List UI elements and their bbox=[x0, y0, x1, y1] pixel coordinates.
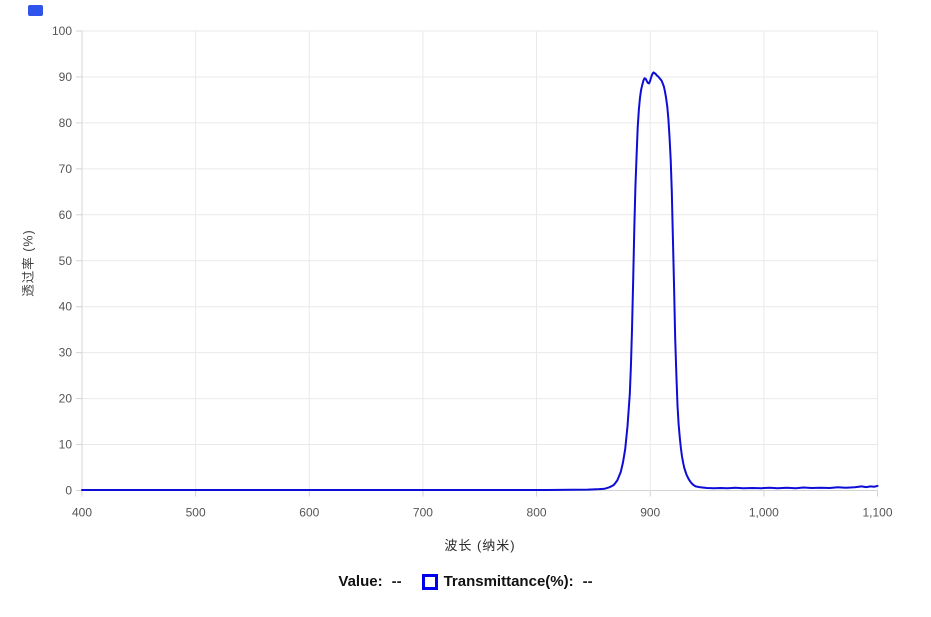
legend-value: -- bbox=[391, 573, 402, 590]
x-tick-label: 600 bbox=[299, 506, 319, 520]
x-tick-label: 1,000 bbox=[749, 506, 779, 520]
y-tick-label: 80 bbox=[59, 116, 73, 130]
x-axis-title: 波长 (纳米) bbox=[444, 538, 516, 553]
x-tick-label: 800 bbox=[527, 506, 547, 520]
x-tick-label: 900 bbox=[640, 506, 660, 520]
y-tick-label: 30 bbox=[59, 346, 73, 360]
legend-series-label: Transmittance(%): bbox=[443, 573, 574, 590]
corner-blue-marker bbox=[28, 5, 43, 16]
y-tick-label: 0 bbox=[65, 484, 72, 498]
x-tick-label: 1,100 bbox=[862, 506, 892, 520]
plot-area[interactable]: 0 10 20 30 40 50 60 70 80 90 100 400 500 600 700 800 900… bbox=[0, 0, 931, 530]
y-tick-label: 10 bbox=[59, 438, 73, 452]
x-tick-label: 500 bbox=[186, 506, 206, 520]
y-tick-label: 90 bbox=[59, 70, 73, 84]
legend-series-value: -- bbox=[582, 573, 593, 590]
y-tick-label: 50 bbox=[59, 254, 73, 268]
legend-series-marker[interactable] bbox=[421, 573, 438, 590]
legend-value-label: Value: bbox=[338, 573, 383, 590]
legend: Value: -- Transmittance(%): -- bbox=[0, 573, 931, 590]
y-tick-label: 60 bbox=[59, 208, 73, 222]
y-axis-title: 透过率 (%) bbox=[21, 229, 36, 297]
y-tick-label: 100 bbox=[52, 24, 72, 38]
y-tick-label: 20 bbox=[59, 392, 73, 406]
transmittance-curve[interactable] bbox=[81, 71, 879, 491]
x-tick-label: 400 bbox=[72, 506, 92, 520]
x-tick-label: 700 bbox=[413, 506, 433, 520]
y-tick-label: 70 bbox=[59, 162, 73, 176]
y-tick-label: 40 bbox=[59, 300, 73, 314]
